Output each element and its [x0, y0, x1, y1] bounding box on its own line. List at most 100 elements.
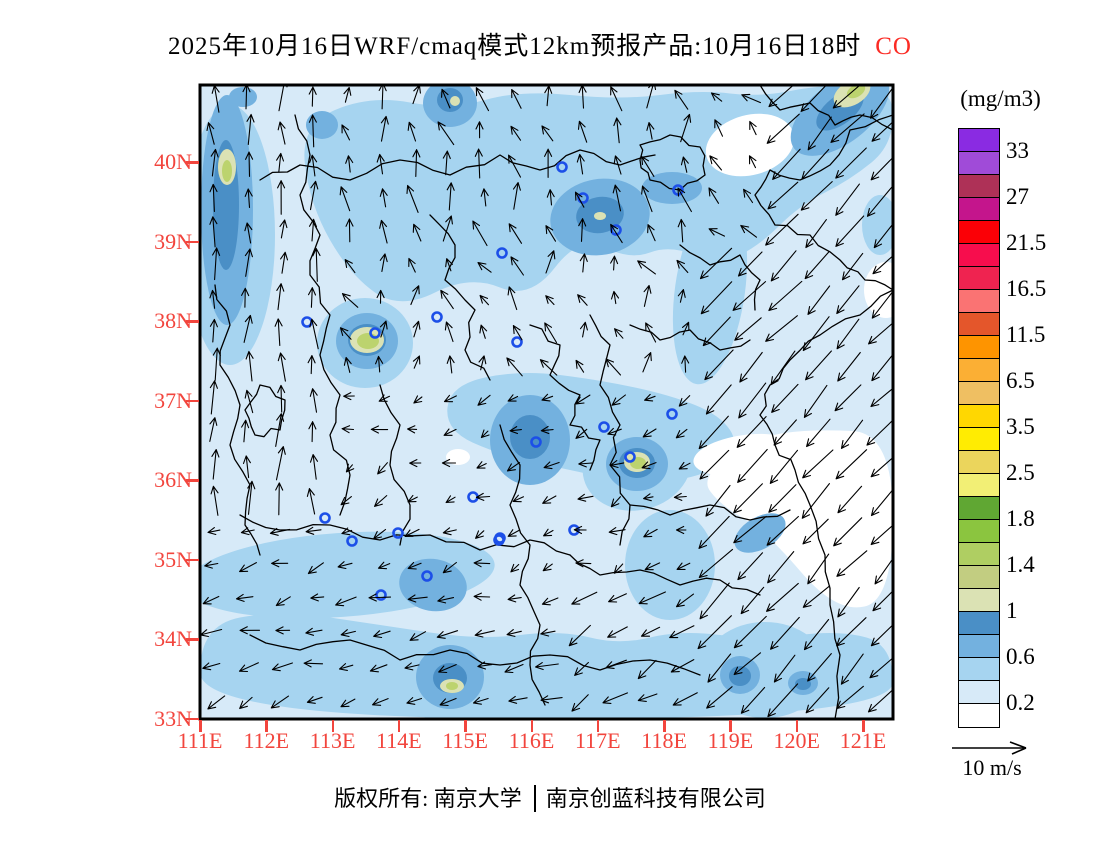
colorbar-tick-label: 16.5: [1006, 276, 1047, 301]
wind-arrow: [869, 657, 893, 679]
wind-arrow: [509, 426, 522, 435]
wind-arrow: [801, 148, 830, 180]
wind-arrow: [770, 250, 797, 282]
wind-arrow: [835, 449, 868, 480]
wind-arrow: [245, 151, 254, 177]
wind-arrow: [475, 87, 490, 112]
wind-arrow: [802, 449, 834, 479]
wind-arrow: [677, 289, 686, 303]
wind-arrow: [340, 629, 356, 638]
wind-arrow: [380, 115, 389, 142]
wind-arrow: [872, 590, 893, 612]
lat-tick: [186, 479, 199, 482]
lon-tick: [331, 720, 335, 732]
colorbar-cell: [959, 428, 999, 451]
colorbar-cell: [959, 267, 999, 290]
wind-arrow: [643, 284, 652, 307]
wind-arrow: [309, 454, 319, 480]
wind-arrow: [871, 353, 893, 382]
wind-arrow: [805, 219, 827, 249]
wind-arrow: [835, 183, 860, 216]
colorbar-cell: [959, 589, 999, 612]
wind-vector-layer: [200, 85, 893, 718]
wind-arrow: [309, 318, 319, 350]
wind-arrow: [733, 652, 762, 676]
wind-arrow: [375, 355, 384, 373]
wind-arrow: [275, 596, 291, 607]
wind-arrow: [207, 695, 226, 710]
lat-label: 37N: [154, 387, 192, 413]
colorbar-tick-label: 11.5: [1006, 322, 1046, 347]
wind-arrow: [768, 85, 795, 108]
wind-arrow: [540, 628, 556, 637]
wind-arrow: [641, 156, 655, 177]
wind-arrow: [733, 483, 763, 514]
lon-tick: [397, 720, 401, 732]
wind-arrow: [609, 460, 625, 469]
colorbar-cell: [959, 129, 999, 152]
wind-arrow: [439, 697, 457, 707]
wind-arrow: [870, 623, 893, 647]
lon-tick: [795, 720, 799, 732]
wind-arrow: [508, 695, 528, 704]
wind-arrow: [512, 494, 525, 503]
colorbar-cell: [959, 520, 999, 543]
wind-arrow: [836, 685, 864, 710]
wind-arrow: [700, 281, 733, 315]
wind-arrow: [768, 484, 797, 513]
footer-divider: [533, 785, 536, 812]
title-species: CO: [875, 33, 912, 60]
wind-arrow: [833, 517, 863, 547]
colorbar-cell: [959, 566, 999, 589]
wind-arrow: [510, 256, 524, 276]
wind-arrow: [239, 696, 253, 710]
wind-arrow: [310, 593, 325, 602]
colorbar-cell: [959, 175, 999, 198]
wind-arrow: [870, 156, 893, 181]
lat-tick: [186, 161, 199, 164]
colorbar-cell: [959, 612, 999, 635]
wind-arrow: [767, 683, 799, 718]
wind-arrow: [706, 686, 733, 709]
lat-tick: [186, 717, 199, 721]
wind-arrow: [507, 529, 521, 537]
wind-arrow: [698, 548, 734, 579]
wind-arrow: [436, 630, 459, 639]
wind-arrow: [209, 380, 218, 415]
concentration-fill-layer: [200, 85, 893, 719]
wind-arrow: [540, 425, 554, 435]
wind-arrow: [641, 461, 657, 470]
wind-arrow: [209, 289, 218, 309]
wind-arrow: [574, 191, 585, 208]
wind-arrow: [413, 395, 423, 404]
wind-arrow: [676, 259, 689, 274]
wind-arrow: [442, 150, 451, 176]
wind-arrow: [676, 562, 691, 570]
wind-arrow: [345, 155, 354, 173]
wind-arrow: [345, 463, 355, 473]
wind-arrow: [638, 591, 666, 605]
wind-arrow: [640, 626, 661, 637]
wind-arrow: [204, 560, 219, 569]
wind-arrow: [443, 428, 457, 436]
wind-arrow: [801, 483, 830, 519]
wind-arrow: [544, 85, 553, 107]
wind-arrow: [680, 113, 692, 143]
wind-arrow: [379, 320, 388, 338]
wind-arrow: [269, 527, 291, 536]
wind-arrow: [611, 394, 626, 406]
colorbar-cell: [959, 152, 999, 175]
wind-arrow: [209, 318, 218, 343]
wind-arrow: [737, 552, 764, 581]
wind-arrow: [437, 121, 455, 146]
wind-arrow: [675, 428, 688, 439]
lon-tick: [530, 720, 533, 732]
wind-arrow: [697, 615, 732, 650]
wind-arrow: [338, 663, 354, 671]
wind-arrow: [541, 393, 554, 402]
wind-arrow: [540, 695, 563, 704]
wind-arrow: [541, 125, 554, 142]
wind-arrow: [472, 696, 489, 705]
wind-arrow: [343, 86, 352, 103]
wind-arrow: [307, 355, 316, 375]
